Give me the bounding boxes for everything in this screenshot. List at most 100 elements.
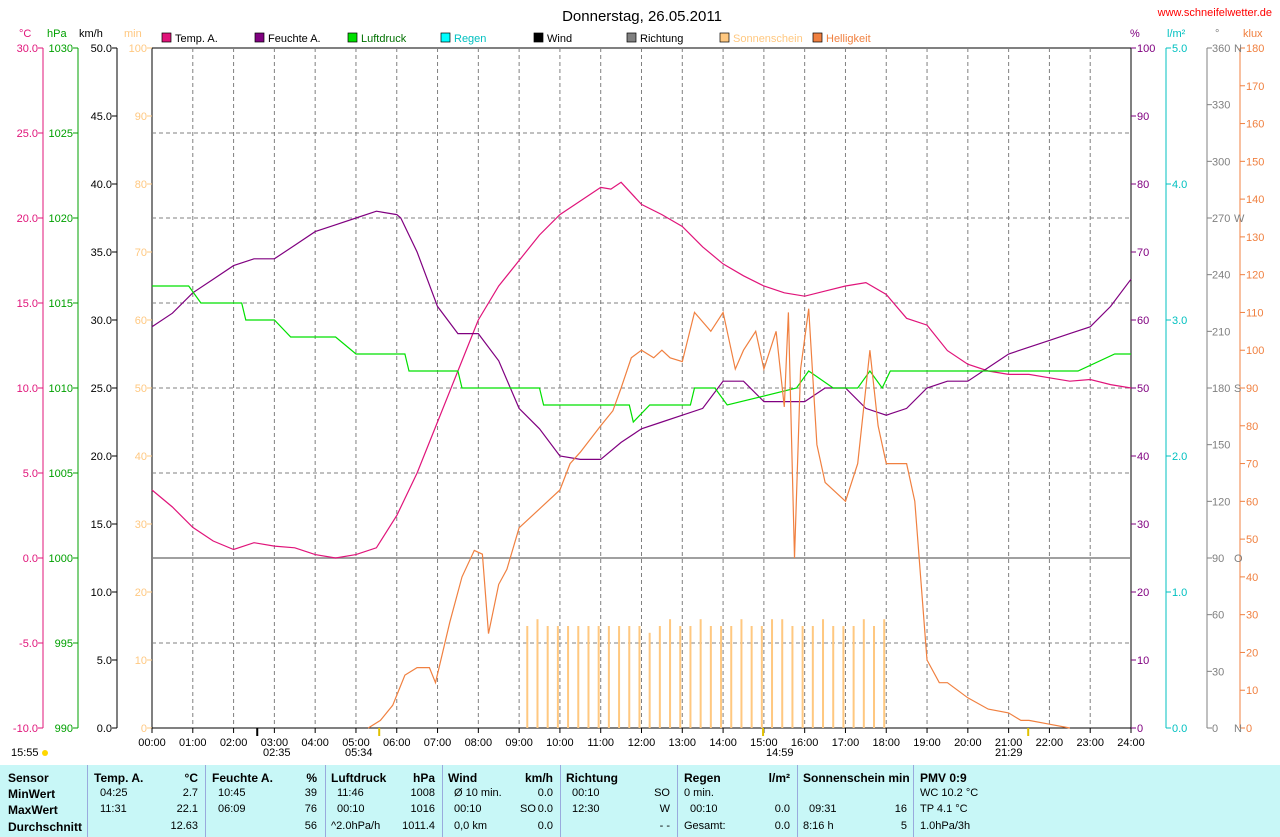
sunshine-bar	[689, 626, 692, 728]
press-header: Luftdruck	[331, 771, 387, 785]
axis-label-direction: 30	[1212, 666, 1224, 678]
axis-label-light: 80	[1246, 421, 1258, 433]
axis-label-direction: 150	[1212, 440, 1230, 452]
dir-avg: - -	[659, 820, 670, 832]
press-avg: 1011.4	[402, 820, 435, 832]
series-line-feuchte-a-	[151, 210, 1132, 460]
axis-label-light: 10	[1246, 685, 1258, 697]
axis-label-direction: 270	[1212, 213, 1230, 225]
hum-max-time: 06:09	[218, 803, 246, 815]
hum-max: 76	[304, 803, 317, 815]
temp-min: 2.7	[182, 787, 198, 799]
dir-max: W	[659, 803, 670, 815]
unit-sun: min	[124, 28, 142, 40]
hum-avg: 56	[304, 820, 317, 832]
legend-swatch	[254, 32, 265, 43]
axis-label-light: 120	[1246, 270, 1264, 282]
temp-unit: °C	[184, 771, 198, 785]
sunshine-bar	[648, 632, 651, 728]
x-tick-label: 08:00	[465, 737, 493, 749]
axis-label-direction: 180	[1212, 383, 1230, 395]
axis-label-light: 40	[1246, 572, 1258, 584]
table-divider	[677, 765, 678, 837]
sunshine-bar	[536, 619, 539, 728]
legend-swatch	[626, 32, 637, 43]
temp-avg: 12.63	[170, 820, 198, 832]
sunshine-bar	[791, 626, 794, 728]
unit-direction: °	[1215, 28, 1219, 40]
axis-label-rain: 1.0	[1172, 587, 1187, 599]
sunshine-bar	[679, 626, 682, 728]
axis-label-light: 70	[1246, 459, 1258, 471]
wind-header: Wind	[448, 771, 478, 785]
dir-min: SO	[654, 787, 670, 799]
sunshine-bar	[546, 626, 549, 728]
press-unit: hPa	[412, 771, 435, 785]
axis-label-direction: 60	[1212, 610, 1224, 622]
axis-label-sun: 0	[141, 723, 147, 735]
sunshine-bar	[852, 626, 855, 728]
rain-total-label: Gesamt:	[684, 820, 726, 832]
legend-swatch	[812, 32, 823, 43]
sunshine-bar	[597, 626, 600, 728]
x-tick-label: 01:00	[179, 737, 207, 749]
site-url[interactable]: www.schneifelwetter.de	[1157, 7, 1272, 19]
sunshine-bar	[750, 626, 753, 728]
sunshine-bar	[862, 619, 865, 728]
marker-sunset: 21:29	[995, 747, 1023, 759]
series-line-temp-a-	[151, 181, 1132, 559]
legend-label: Luftdruck	[361, 33, 407, 45]
axis-label-humidity: 70	[1137, 247, 1149, 259]
x-tick-label: 05:00	[342, 737, 370, 749]
axis-label-pressure: 1005	[49, 468, 73, 480]
hum-unit: %	[306, 771, 317, 785]
row-min-label: MinWert	[8, 787, 56, 801]
marker-moonrise: 02:35	[263, 747, 291, 759]
x-tick-label: 19:00	[913, 737, 941, 749]
wind-unit: km/h	[524, 771, 553, 785]
sunshine-bar	[669, 619, 672, 728]
axis-label-pressure: 995	[55, 638, 73, 650]
x-tick-label: 22:00	[1036, 737, 1064, 749]
chart-title: Donnerstag, 26.05.2011	[562, 8, 722, 25]
legend-label: Feuchte A.	[268, 33, 321, 45]
axis-label-wind: 5.0	[97, 655, 112, 667]
series-line-helligkeit	[367, 308, 1070, 729]
marker-sunrise: 05:34	[345, 747, 373, 759]
sunshine-bar	[618, 626, 621, 728]
wind-avg10-label: Ø 10 min.	[454, 787, 502, 799]
compass-label: O	[1234, 553, 1243, 565]
press-max-time: 00:10	[337, 803, 365, 815]
axis-label-rain: 2.0	[1172, 451, 1187, 463]
dir-header: Richtung	[566, 771, 618, 785]
sunshine-bar	[577, 626, 580, 728]
x-tick-label: 18:00	[872, 737, 900, 749]
sun-max: 16	[894, 803, 907, 815]
axis-label-temp: -5.0	[19, 638, 38, 650]
x-tick-label: 16:00	[791, 737, 819, 749]
axis-label-wind: 25.0	[91, 383, 112, 395]
axis-label-rain: 4.0	[1172, 179, 1187, 191]
press-min-time: 11:46	[337, 787, 364, 799]
hum-min: 39	[304, 787, 317, 799]
table-divider	[560, 765, 561, 837]
axis-label-humidity: 100	[1137, 43, 1155, 55]
axis-label-sun: 30	[135, 519, 147, 531]
compass-label: N	[1234, 723, 1242, 735]
unit-light: klux	[1243, 28, 1263, 40]
dir-min-time: 00:10	[572, 787, 600, 799]
rain-header: Regen	[684, 771, 721, 785]
axis-label-pressure: 1025	[49, 128, 73, 140]
axis-label-direction: 240	[1212, 270, 1230, 282]
sunshine-bar	[883, 619, 886, 728]
axis-label-wind: 20.0	[91, 451, 112, 463]
x-tick-label: 24:00	[1117, 737, 1145, 749]
x-tick-label: 12:00	[628, 737, 656, 749]
axis-label-light: 60	[1246, 496, 1258, 508]
axis-label-humidity: 10	[1137, 655, 1149, 667]
wind-distance: 0,0 km	[454, 820, 488, 832]
x-tick-label: 09:00	[505, 737, 533, 749]
axis-label-direction: 360	[1212, 43, 1230, 55]
sunshine-bar	[587, 626, 590, 728]
table-divider	[913, 765, 914, 837]
